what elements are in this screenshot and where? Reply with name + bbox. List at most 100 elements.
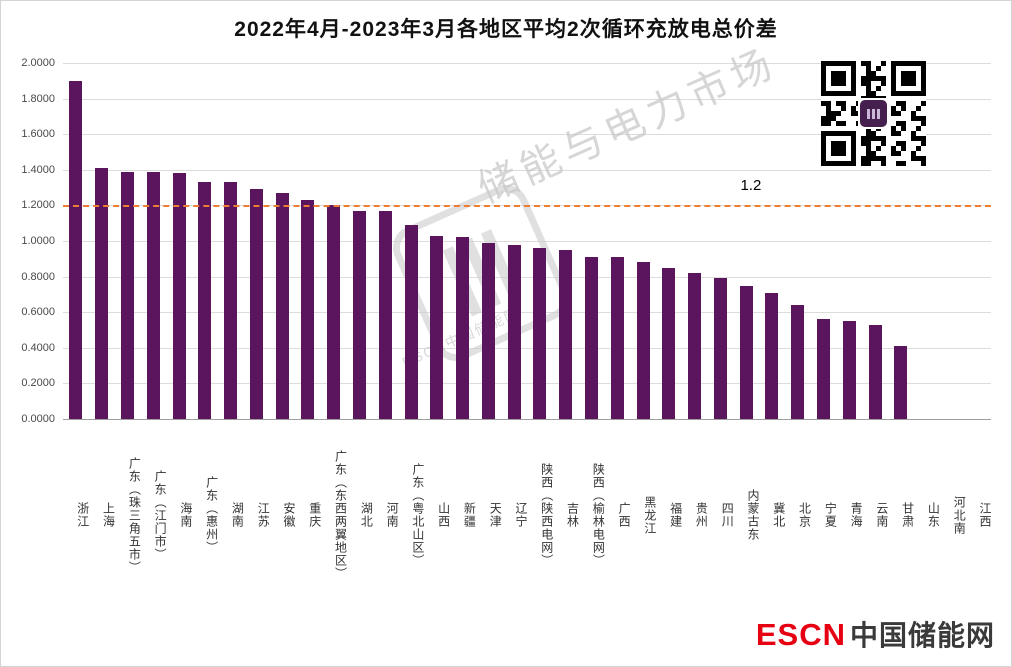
x-axis-label: 四川 [720, 502, 735, 528]
x-axis-label: 安徽 [281, 502, 296, 528]
x-axis-label: 陕西（榆林电网） [591, 463, 606, 567]
x-axis-label: 上海 [101, 502, 116, 528]
bar-广东（珠三角五市） [120, 171, 134, 419]
bar-内蒙古东 [739, 285, 753, 419]
reference-line-label: 1.2 [740, 177, 762, 195]
gridline [63, 312, 991, 314]
x-axis-label: 贵州 [694, 502, 709, 528]
bar-广东（江门市） [146, 171, 160, 419]
y-axis-label: 2.0000 [21, 57, 55, 69]
gridline [63, 169, 991, 171]
x-axis-label: 新疆 [462, 502, 477, 528]
bar-辽宁 [507, 244, 521, 419]
bar-福建 [662, 267, 676, 419]
bar-天津 [481, 242, 495, 419]
y-axis-label: 0.0000 [21, 413, 55, 425]
x-axis-label: 广东（粤北山区） [410, 463, 425, 567]
bar-陕西（榆林电网） [584, 257, 598, 419]
x-axis-label: 广西 [617, 502, 632, 528]
site-branding: ESCN 中国储能网 [756, 614, 995, 654]
x-axis-label: 陕西（陕西电网） [539, 463, 554, 567]
bar-湖北 [352, 210, 366, 419]
bar-广东（粤北山区） [404, 224, 418, 419]
x-axis-label: 福建 [668, 502, 683, 528]
x-axis-label: 湖北 [359, 502, 374, 528]
gridline [63, 347, 991, 349]
x-axis-label: 云南 [874, 502, 889, 528]
x-axis-label: 河南 [385, 502, 400, 528]
bar-宁夏 [816, 319, 830, 419]
gridline [63, 241, 991, 242]
bar-重庆 [301, 200, 315, 419]
bar-海南 [172, 173, 186, 419]
bar-安徽 [275, 192, 289, 419]
y-axis: 0.0000 0.2000 0.4000 0.6000 0.8000 1.0000 1.20… [1, 57, 57, 425]
y-axis-label: 1.8000 [21, 92, 55, 105]
y-axis-label: 1.4000 [21, 163, 55, 176]
plot-area: 1.2 浙江 上海 广东（珠三角五市） 广东（江门市） 海南 广东（惠州） 湖南 江苏 安徽 重庆… [63, 63, 992, 580]
bar-青海 [842, 321, 856, 419]
x-axis-label: 北京 [797, 502, 812, 528]
x-axis-label: 内蒙古东 [745, 489, 760, 541]
y-axis-label: 0.6000 [21, 306, 55, 319]
y-axis-label: 1.2000 [21, 199, 55, 212]
bar-广东（惠州） [198, 182, 212, 419]
bar-陕西（陕西电网） [533, 248, 547, 419]
bar-河南 [378, 210, 392, 419]
bar-北京 [791, 305, 805, 419]
x-axis-label: 河北南 [952, 495, 967, 535]
bar-云南 [868, 324, 882, 419]
gridline [63, 98, 991, 100]
y-axis-label: 1.0000 [21, 235, 55, 247]
gridline [63, 276, 991, 278]
chart-title: 2022年4月-2023年3月各地区平均2次循环充放电总价差 [234, 18, 778, 41]
bar-四川 [713, 278, 727, 419]
x-axis-label: 江西 [977, 502, 992, 528]
bar-甘肃 [894, 346, 908, 419]
bar-新疆 [456, 237, 470, 419]
x-axis-label: 辽宁 [513, 502, 528, 528]
bar-浙江 [69, 80, 83, 419]
bar-黑龙江 [636, 262, 650, 419]
x-axis-label: 青海 [849, 502, 864, 528]
y-axis-label: 0.8000 [21, 270, 55, 283]
gridline [63, 134, 991, 136]
bar-江苏 [249, 189, 263, 419]
x-axis-label: 广东（惠州） [204, 476, 219, 554]
x-axis-label: 甘肃 [900, 502, 915, 528]
x-axis-label: 广东（东西两翼地区） [333, 450, 348, 580]
escn-logo-text: ESCN [755, 617, 846, 652]
x-axis-label: 宁夏 [823, 502, 838, 528]
x-axis-label: 浙江 [75, 502, 90, 528]
y-axis-label: 1.6000 [21, 128, 55, 141]
x-axis-label: 广东（珠三角五市） [127, 456, 142, 574]
bar-上海 [95, 168, 109, 419]
x-axis-label: 山西 [436, 502, 451, 528]
bar-山西 [430, 235, 444, 419]
bar-冀北 [765, 292, 779, 419]
qr-code-image [821, 61, 926, 166]
x-axis-label: 山东 [926, 502, 941, 528]
bar-广西 [610, 257, 624, 419]
x-axis-label: 重庆 [307, 502, 322, 528]
gridline [63, 63, 991, 64]
bar-贵州 [688, 273, 702, 419]
bar-湖南 [224, 182, 238, 419]
reference-line [63, 205, 991, 208]
bar-广东（东西两翼地区） [327, 205, 341, 419]
x-axis-label: 吉林 [565, 502, 580, 528]
x-axis-label: 湖南 [230, 502, 245, 528]
x-axis-label: 广东（江门市） [153, 469, 168, 561]
x-axis-label: 冀北 [771, 502, 786, 528]
x-axis-label: 天津 [488, 502, 503, 528]
gridline [63, 383, 991, 385]
x-axis-label: 海南 [178, 502, 193, 528]
site-name-text: 中国储能网 [849, 620, 995, 651]
qr-code [821, 61, 926, 166]
x-axis-label: 江苏 [256, 502, 271, 528]
y-axis-label: 0.4000 [21, 341, 55, 354]
x-axis-label: 黑龙江 [642, 495, 657, 535]
y-axis-label: 0.2000 [21, 377, 55, 390]
bar-吉林 [559, 249, 573, 419]
